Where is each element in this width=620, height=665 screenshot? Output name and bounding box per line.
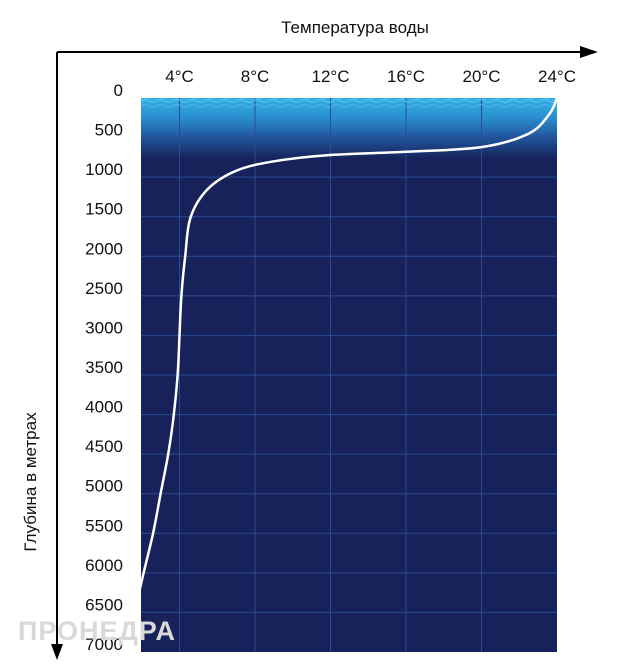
- y-tick-label: 3000: [85, 318, 123, 337]
- x-axis-arrow-icon: [580, 46, 598, 58]
- y-tick-label: 1500: [85, 200, 123, 219]
- x-tick-labels: 4°C 8°C 12°C 16°C 20°C 24°C: [165, 67, 576, 86]
- y-tick-label: 6000: [85, 556, 123, 575]
- watermark: ПРОНЕДРА: [18, 616, 176, 646]
- y-tick-label: 3500: [85, 358, 123, 377]
- x-tick-label: 24°C: [538, 67, 576, 86]
- x-tick-label: 16°C: [387, 67, 425, 86]
- grid: [141, 98, 557, 652]
- y-tick-label: 4000: [85, 398, 123, 417]
- x-axis-title: Температура воды: [281, 18, 429, 37]
- y-tick-label: 6500: [85, 595, 123, 614]
- surface-waves-2: [140, 104, 558, 108]
- y-tick-label: 4500: [85, 437, 123, 456]
- series-layer: [121, 96, 559, 654]
- surface-waves: [140, 98, 558, 104]
- y-tick-label: 0: [114, 81, 123, 100]
- y-axis-title: Глубина в метрах: [21, 412, 40, 552]
- x-tick-label: 4°C: [165, 67, 194, 86]
- x-tick-label: 12°C: [312, 67, 350, 86]
- y-tick-label: 2000: [85, 239, 123, 258]
- y-tick-labels: 0 500 1000 1500 2000 2500 3000 3500 4000 4500 5000…: [85, 81, 123, 654]
- y-tick-label: 500: [95, 121, 123, 140]
- y-tick-label: 5000: [85, 477, 123, 496]
- y-tick-label: 1000: [85, 160, 123, 179]
- y-tick-label: 7000: [85, 635, 123, 654]
- x-tick-label: 8°C: [241, 67, 270, 86]
- y-tick-label: 5500: [85, 516, 123, 535]
- temperature-curve: [121, 96, 559, 654]
- x-tick-label: 20°C: [463, 67, 501, 86]
- y-tick-label: 2500: [85, 279, 123, 298]
- y-axis-arrow-icon: [51, 644, 63, 660]
